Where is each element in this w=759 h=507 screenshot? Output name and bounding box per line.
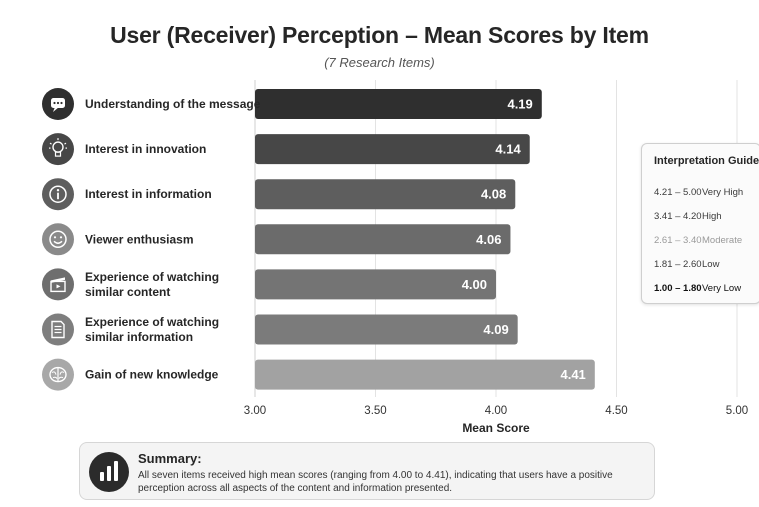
info-icon [42, 178, 74, 211]
bar-value-label: 4.19 [507, 97, 532, 112]
category-label: Experience of watching similar content [85, 270, 219, 299]
category-label: Interest in information [85, 187, 212, 201]
bar [255, 224, 511, 255]
guide-range: 1.00 – 1.80 [654, 283, 702, 294]
category-label: Interest in innovation [85, 142, 206, 156]
guide-row-very-high: 4.21 – 5.00Very High [654, 187, 743, 198]
category-label: Understanding of the message [85, 97, 261, 111]
x-tick-label: 3.00 [244, 405, 266, 417]
category-label: Experience of watching similar informatio… [85, 315, 219, 344]
x-tick-label: 4.00 [485, 405, 507, 417]
bar [255, 134, 530, 165]
bar-value-label: 4.09 [483, 322, 508, 337]
guide-title: Interpretation Guide [654, 155, 759, 167]
bar-value-label: 4.06 [476, 232, 501, 247]
chart-subtitle: (7 Research Items) [324, 55, 435, 70]
bar [255, 179, 516, 210]
guide-row-low: 1.81 – 2.60Low [654, 259, 719, 270]
bar [255, 359, 595, 390]
guide-row-high: 3.41 – 4.20High [654, 211, 722, 222]
bar [255, 89, 542, 119]
guide-range: 4.21 – 5.00 [654, 187, 702, 198]
interpretation-guide: Interpretation Guide 4.21 – 5.00Very Hig… [641, 143, 759, 304]
category-label: Gain of new knowledge [85, 368, 219, 382]
bar-value-label: 4.41 [560, 367, 585, 382]
bar [255, 314, 518, 345]
guide-level: High [702, 211, 722, 222]
guide-level: Very High [702, 187, 744, 198]
bar-chart-icon [89, 452, 129, 492]
clapperboard-icon [42, 268, 74, 301]
x-tick-label: 5.00 [726, 405, 748, 417]
summary-title: Summary: [138, 451, 202, 466]
brain-icon [42, 358, 74, 391]
guide-range: 3.41 – 4.20 [654, 211, 702, 222]
bar [255, 269, 496, 300]
smiley-icon [42, 223, 74, 256]
guide-level: Moderate [702, 235, 743, 246]
guide-level: Low [702, 259, 720, 270]
guide-level: Very Low [702, 283, 742, 294]
summary-box: Summary: All seven items received high m… [79, 442, 655, 500]
guide-range: 1.81 – 2.60 [654, 259, 702, 270]
guide-range: 2.61 – 3.40 [654, 235, 702, 246]
bar-value-label: 4.00 [462, 277, 487, 292]
lightbulb-icon [42, 133, 74, 166]
guide-row-moderate: 2.61 – 3.40Moderate [654, 235, 742, 246]
category-label: Viewer enthusiasm [85, 232, 194, 246]
x-tick-label: 3.50 [364, 405, 386, 417]
bar-value-label: 4.08 [481, 187, 506, 202]
chat-bubble-icon [42, 88, 74, 120]
bar-value-label: 4.14 [495, 142, 521, 157]
document-icon [42, 313, 74, 346]
guide-row-very-low: 1.00 – 1.80Very Low [654, 283, 741, 294]
x-tick-label: 4.50 [605, 405, 627, 417]
x-axis-title: Mean Score [462, 421, 530, 435]
summary-text: All seven items received high mean score… [138, 470, 613, 494]
chart-title: User (Receiver) Perception – Mean Scores… [110, 22, 649, 48]
